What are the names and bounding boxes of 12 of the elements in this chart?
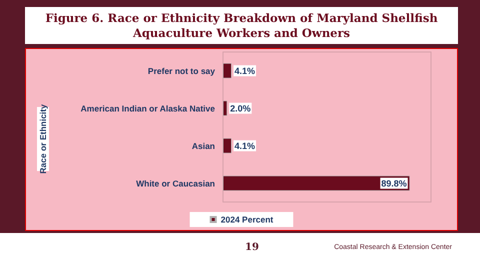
y-axis-title: Race or Ethnicity (38, 104, 48, 174)
y-tick-label: Asian (192, 140, 215, 151)
data-label: 2.0% (230, 103, 251, 114)
y-tick-label: White or Caucasian (136, 178, 215, 188)
y-tick-label: Prefer not to say (148, 66, 216, 76)
data-label: 4.1% (234, 66, 256, 76)
data-label: 4.1% (234, 140, 256, 151)
y-tick-label: American Indian or Alaska Native (80, 103, 216, 114)
data-label: 89.8% (381, 178, 407, 188)
chart-title: Figure 6. Race or Ethnicity Breakdown of Maryland Shellfish Aquaculture Workers and Owners (25, 7, 458, 44)
legend-label: 2024 Percent (220, 214, 274, 224)
text: 19 (245, 242, 259, 253)
